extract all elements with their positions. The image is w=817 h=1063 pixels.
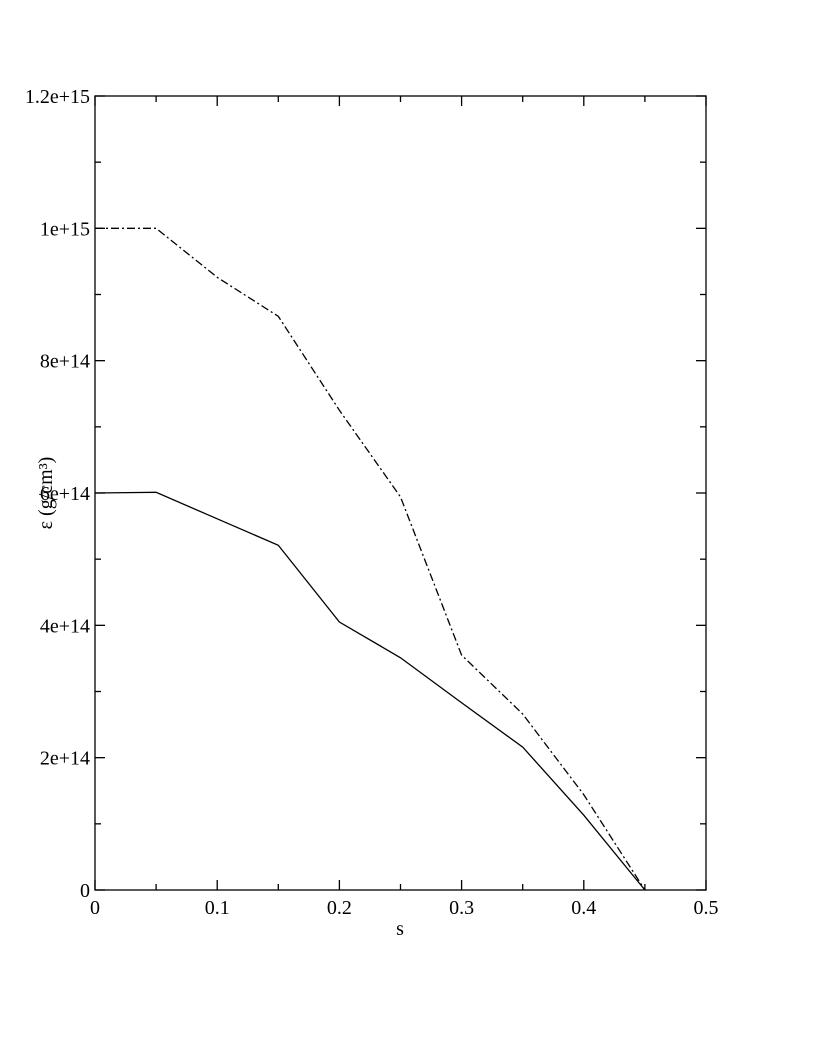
y-tick-label: 1e+15	[40, 218, 90, 240]
x-axis-label: s	[396, 918, 404, 940]
series-line	[94, 491, 646, 891]
y-tick-label: 0	[80, 880, 90, 902]
y-axis-label: ε (g/cm³)	[35, 457, 57, 530]
x-tick-label: 0.1	[205, 897, 230, 919]
x-tick-label: 0.5	[694, 897, 719, 919]
x-tick-label: 0.2	[327, 897, 352, 919]
plot-frame	[94, 95, 707, 891]
y-tick-label: 1.2e+15	[25, 86, 90, 108]
x-tick-label: 0	[90, 897, 100, 919]
y-tick-label: 2e+14	[40, 748, 90, 770]
y-tick-label: 4e+14	[40, 615, 90, 637]
x-tick-label: 0.4	[571, 897, 596, 919]
y-tick-label: 8e+14	[40, 351, 90, 373]
y-tick-label: 6e+14	[40, 483, 90, 505]
series-line	[95, 227, 646, 891]
x-tick-label: 0.3	[449, 897, 474, 919]
